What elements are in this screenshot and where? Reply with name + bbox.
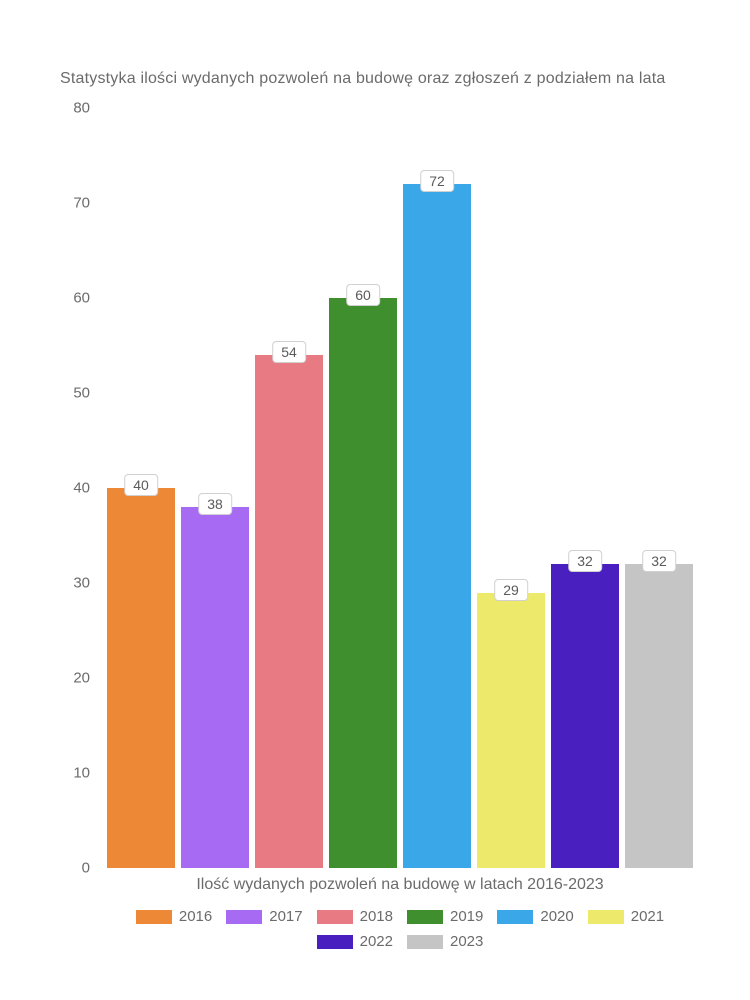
bar-value-label: 29 <box>494 579 528 601</box>
y-tick-label: 0 <box>82 860 90 877</box>
bar-value-label: 54 <box>272 341 306 363</box>
bar-rect: 32 <box>625 564 693 868</box>
legend-label: 2021 <box>631 908 664 925</box>
legend-label: 2023 <box>450 933 483 950</box>
legend-label: 2019 <box>450 908 483 925</box>
y-tick-label: 50 <box>73 385 90 402</box>
legend-swatch <box>136 910 172 924</box>
bar: 29 <box>477 593 545 869</box>
bar-value-label: 40 <box>124 474 158 496</box>
y-tick-label: 30 <box>73 575 90 592</box>
legend-swatch <box>226 910 262 924</box>
bar-value-label: 32 <box>568 550 602 572</box>
bar-rect: 60 <box>329 298 397 868</box>
y-tick-label: 70 <box>73 195 90 212</box>
y-tick-label: 40 <box>73 480 90 497</box>
legend-item: 2019 <box>407 908 483 925</box>
bar-rect: 72 <box>403 184 471 868</box>
y-tick-label: 20 <box>73 670 90 687</box>
bar-rect: 54 <box>255 355 323 868</box>
legend-item: 2020 <box>497 908 573 925</box>
bar-rect: 38 <box>181 507 249 868</box>
legend-item: 2016 <box>136 908 212 925</box>
bar-value-label: 38 <box>198 493 232 515</box>
y-tick-label: 80 <box>73 100 90 117</box>
x-axis-title: Ilość wydanych pozwoleń na budowę w lata… <box>100 876 700 894</box>
legend-item: 2022 <box>317 933 393 950</box>
legend-swatch <box>407 910 443 924</box>
legend-swatch <box>317 935 353 949</box>
legend-swatch <box>497 910 533 924</box>
bar: 32 <box>551 564 619 868</box>
legend-label: 2018 <box>360 908 393 925</box>
y-tick-label: 60 <box>73 290 90 307</box>
bars-row: 4038546072293232 <box>100 108 700 868</box>
legend-swatch <box>317 910 353 924</box>
bar: 54 <box>255 355 323 868</box>
y-tick-label: 10 <box>73 765 90 782</box>
bar: 72 <box>403 184 471 868</box>
legend-swatch <box>407 935 443 949</box>
chart-title: Statystyka ilości wydanych pozwoleń na b… <box>60 70 700 88</box>
legend-item: 2023 <box>407 933 483 950</box>
legend-swatch <box>588 910 624 924</box>
legend-label: 2020 <box>540 908 573 925</box>
bar: 40 <box>107 488 175 868</box>
bar-rect: 40 <box>107 488 175 868</box>
legend-label: 2022 <box>360 933 393 950</box>
bar-rect: 29 <box>477 593 545 869</box>
bar-value-label: 60 <box>346 284 380 306</box>
bar: 38 <box>181 507 249 868</box>
legend-item: 2017 <box>226 908 302 925</box>
bar-value-label: 32 <box>642 550 676 572</box>
bar: 60 <box>329 298 397 868</box>
bar-value-label: 72 <box>420 170 454 192</box>
bar-chart: Statystyka ilości wydanych pozwoleń na b… <box>60 70 700 950</box>
legend-label: 2016 <box>179 908 212 925</box>
legend-item: 2018 <box>317 908 393 925</box>
legend-item: 2021 <box>588 908 664 925</box>
plot-area: 4038546072293232 01020304050607080 <box>100 108 700 868</box>
legend-label: 2017 <box>269 908 302 925</box>
bar-rect: 32 <box>551 564 619 868</box>
bar: 32 <box>625 564 693 868</box>
legend: 2016 2017 2018 2019 2020 2021 2022 2023 <box>100 908 700 950</box>
